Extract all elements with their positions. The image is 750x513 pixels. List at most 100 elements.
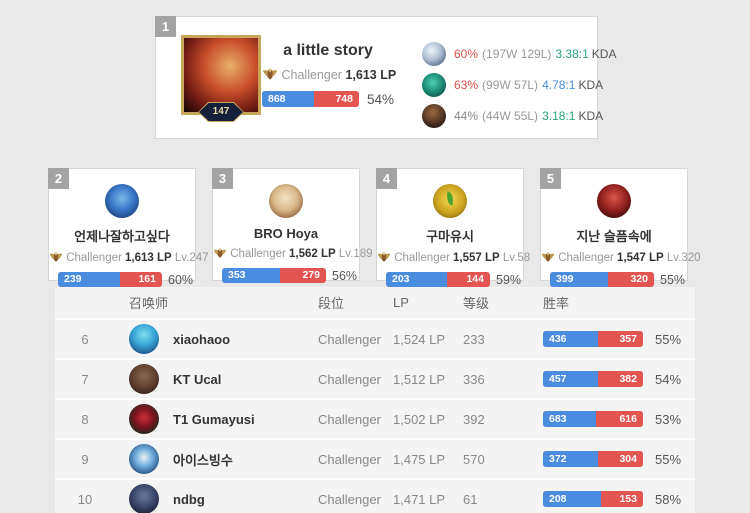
winloss-bar: 436 357 — [543, 331, 643, 347]
lp-value: 1,547 LP — [617, 252, 664, 264]
wins-count: 372 — [549, 453, 567, 465]
winloss-bar: 868 748 — [262, 91, 359, 107]
winloss-bar-row: 353 279 56% — [213, 268, 359, 283]
player-avatar — [597, 184, 631, 218]
winloss-bar-row: 868 748 54% — [262, 91, 394, 107]
tier-label: Challenger — [318, 371, 381, 387]
tier-label: Challenger — [66, 252, 122, 264]
row-rank: 7 — [81, 371, 89, 387]
rank-number-badge: 4 — [376, 168, 397, 189]
rank-number-badge: 1 — [155, 16, 176, 37]
player-card-rank5[interactable]: 5 지난 슬픔속에 Challenger 1,547 LP Lv.320 399… — [540, 168, 701, 287]
rank-number-badge: 2 — [48, 168, 69, 189]
losses-count: 382 — [619, 373, 637, 385]
player-name[interactable]: T1 Gumayusi — [173, 411, 255, 427]
table-row[interactable]: 6 xiaohaoo Challenger 1,524 LP 233 436 3… — [55, 320, 695, 360]
lp-value: 1,524 LP — [393, 331, 446, 347]
winrate-value: 56% — [332, 268, 358, 283]
player-name[interactable]: 구마유시 — [426, 229, 474, 244]
summoner-level: Lv.320 — [666, 252, 701, 264]
champion-stat-row[interactable]: 44% (44W 55L) 3.18:1 KDA — [422, 100, 616, 131]
losses-count: 357 — [619, 333, 637, 345]
table-header-row: 召唤师 段位 LP 等级 胜率 — [55, 287, 695, 320]
champion-stat-row[interactable]: 60% (197W 129L) 3.38:1 KDA — [422, 38, 616, 69]
tier-line: Challenger 1,562 LP Lv.189 — [213, 246, 373, 260]
top-player-info: a little story Challenger 1,613 LP 868 7… — [262, 42, 396, 107]
losses-count: 304 — [619, 453, 637, 465]
tier-line: Challenger 1,557 LP Lv.58 — [377, 250, 530, 264]
tier-line: Challenger 1,613 LP Lv.247 — [49, 250, 209, 264]
player-avatar[interactable]: 147 — [181, 35, 261, 122]
champion-winrate: 60% — [454, 46, 479, 61]
win-bar-segment — [543, 451, 598, 467]
tier-line: Challenger 1,613 LP — [262, 66, 396, 82]
player-name[interactable]: 지난 슬픔속에 — [576, 229, 652, 244]
tier-label: Challenger — [318, 411, 381, 427]
ranking-table: 召唤师 段位 LP 等级 胜率 6 xiaohaoo Challenger 1,… — [55, 287, 695, 513]
player-name[interactable]: ndbg — [173, 491, 205, 507]
rank-number-badge: 5 — [540, 168, 561, 189]
player-name[interactable]: 아이스빙수 — [173, 452, 233, 468]
winloss-bar: 203 144 — [386, 272, 490, 287]
winloss-bar-row: 239 161 60% — [49, 272, 195, 287]
winrate-value: 59% — [496, 272, 522, 287]
kda-label: KDA — [578, 77, 604, 92]
player-name[interactable]: BRO Hoya — [253, 226, 319, 241]
player-card-rank3[interactable]: 3 BRO Hoya Challenger 1,562 LP Lv.189 35… — [212, 168, 373, 283]
player-name[interactable]: a little story — [283, 42, 373, 59]
top-player-card[interactable]: 1 147 a little story Challenger 1,613 LP… — [155, 16, 616, 139]
challenger-crest-icon — [377, 252, 391, 262]
winrate-value: 55% — [655, 451, 682, 467]
losses-count: 161 — [138, 273, 156, 285]
player-card-rank2[interactable]: 2 언제나잘하고싶다 Challenger 1,613 LP Lv.247 23… — [48, 168, 209, 287]
lp-value: 1,613 LP — [125, 252, 172, 264]
lp-value: 1,557 LP — [453, 252, 500, 264]
header-winrate: 胜率 — [543, 296, 570, 311]
table-row[interactable]: 7 KT Ucal Challenger 1,512 LP 336 457 38… — [55, 360, 695, 400]
tier-label: Challenger — [394, 252, 450, 264]
champion-stat-row[interactable]: 63% (99W 57L) 4.78:1 KDA — [422, 69, 616, 100]
win-bar-segment — [550, 272, 608, 287]
row-rank: 6 — [81, 331, 89, 347]
win-bar-segment — [386, 272, 447, 287]
player-avatar — [129, 404, 159, 434]
summoner-level: Lv.58 — [502, 252, 531, 264]
player-name[interactable]: 언제나잘하고싶다 — [74, 229, 170, 244]
summoner-level: Lv.247 — [174, 252, 209, 264]
lp-value: 1,471 LP — [393, 491, 446, 507]
wins-count: 457 — [549, 373, 567, 385]
win-bar-segment — [58, 272, 121, 287]
winloss-bar: 457 382 — [543, 371, 643, 387]
win-bar-segment — [543, 491, 601, 507]
losses-count: 616 — [619, 413, 637, 425]
lp-value: 1,475 LP — [393, 451, 446, 467]
winrate-value: 60% — [168, 272, 194, 287]
summoner-level: 233 — [463, 331, 485, 347]
winloss-bar: 372 304 — [543, 451, 643, 467]
winrate-value: 55% — [660, 272, 686, 287]
tier-label: Challenger — [318, 331, 381, 347]
table-row[interactable]: 8 T1 Gumayusi Challenger 1,502 LP 392 68… — [55, 400, 695, 440]
player-card-rank4[interactable]: 4 구마유시 Challenger 1,557 LP Lv.58 203 144… — [376, 168, 530, 287]
table-row[interactable]: 10 ndbg Challenger 1,471 LP 61 208 153 5… — [55, 480, 695, 513]
summoner-level: Lv.189 — [338, 248, 373, 260]
kda-label: KDA — [578, 108, 604, 123]
header-tier: 段位 — [318, 296, 345, 311]
lp-value: 1,512 LP — [393, 371, 446, 387]
champion-record: (197W 129L) — [482, 46, 552, 61]
challenger-crest-icon — [213, 248, 227, 258]
winloss-bar-row: 399 320 55% — [541, 272, 687, 287]
champion-record: (44W 55L) — [482, 108, 539, 123]
player-name[interactable]: KT Ucal — [173, 371, 222, 387]
player-name[interactable]: xiaohaoo — [173, 331, 231, 347]
challenger-crest-icon — [262, 68, 278, 80]
win-bar-segment — [543, 331, 598, 347]
player-avatar — [105, 184, 139, 218]
player-avatar — [129, 364, 159, 394]
champion-kda-value: 3.38:1 — [555, 46, 589, 61]
summoner-level: 61 — [463, 491, 478, 507]
table-row[interactable]: 9 아이스빙수 Challenger 1,475 LP 570 372 304 … — [55, 440, 695, 480]
player-avatar — [129, 324, 159, 354]
champion-kda-value: 3.18:1 — [542, 108, 576, 123]
